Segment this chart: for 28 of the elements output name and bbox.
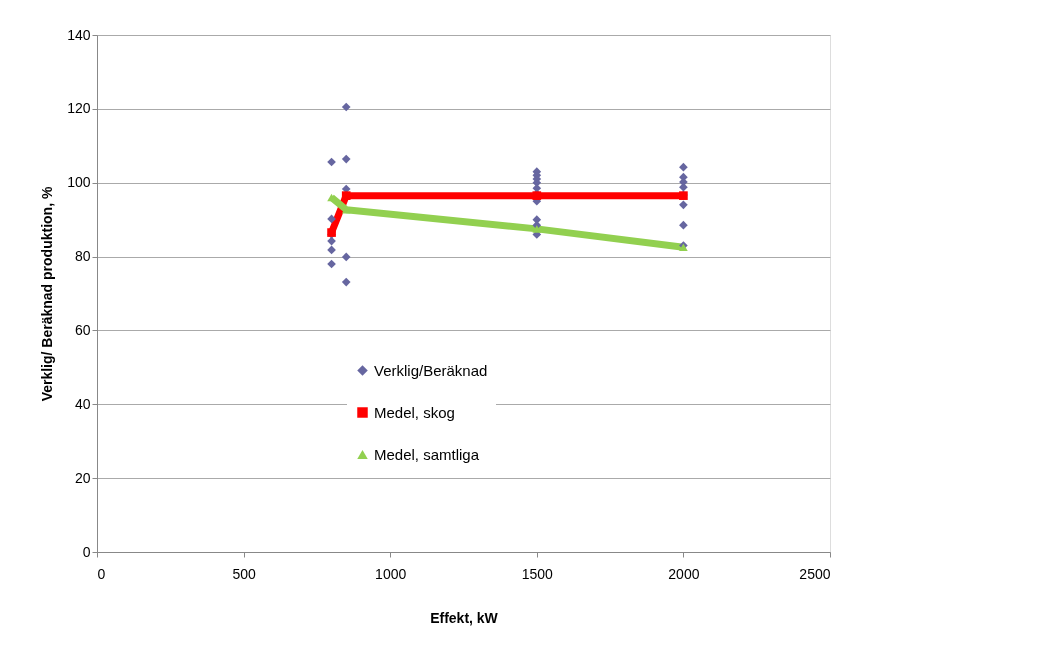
point bbox=[341, 277, 351, 287]
x-tick-label: 500 bbox=[232, 565, 256, 582]
x-tick-label: 1500 bbox=[521, 565, 554, 582]
point bbox=[341, 252, 351, 262]
point bbox=[341, 102, 351, 112]
legend-label: Verklig/Beräknad bbox=[374, 361, 488, 379]
point bbox=[341, 154, 351, 164]
legend-label: Medel, samtliga bbox=[374, 445, 480, 463]
y-tick-label: 120 bbox=[67, 100, 91, 117]
point bbox=[341, 191, 351, 200]
x-tick-label: 2000 bbox=[668, 565, 700, 582]
x-tick-label: 0 bbox=[97, 565, 106, 582]
x-tick-label: 1000 bbox=[375, 565, 407, 582]
x-tick-label: 2500 bbox=[799, 565, 831, 582]
y-tick-label: 80 bbox=[74, 248, 91, 265]
y-tick-label: 20 bbox=[74, 469, 91, 486]
y-tick-label: 0 bbox=[82, 543, 91, 560]
y-tick-label: 100 bbox=[67, 174, 91, 191]
point bbox=[532, 225, 542, 233]
point bbox=[679, 220, 688, 230]
y-tick-label: 140 bbox=[67, 26, 91, 43]
y-axis-title: Verklig/ Beräknad produktion, % bbox=[39, 186, 56, 402]
point bbox=[679, 162, 688, 172]
y-tick-label: 60 bbox=[74, 321, 91, 338]
x-axis-title: Effekt, kW bbox=[430, 609, 499, 626]
y-tick-label: 40 bbox=[74, 395, 91, 412]
legend-label: Medel, skog bbox=[374, 403, 455, 421]
point bbox=[679, 200, 688, 210]
